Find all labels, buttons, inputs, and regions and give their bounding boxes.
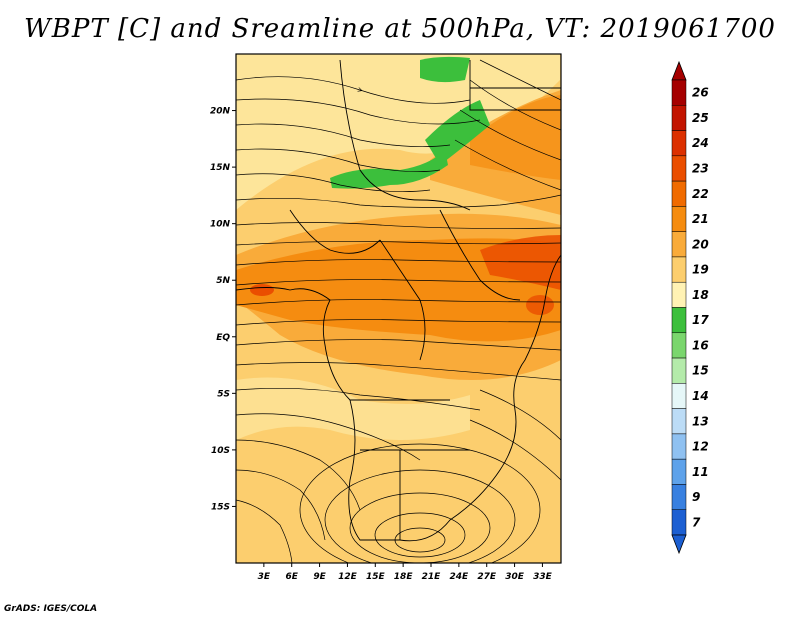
colorbar-swatch <box>671 256 687 283</box>
colorbar-swatch <box>671 206 687 232</box>
colorbar-label: 19 <box>692 263 709 277</box>
lon-tick-label: 24E <box>450 572 470 582</box>
colorbar-label: 17 <box>692 313 709 327</box>
colorbar-swatch <box>671 357 687 384</box>
lon-tick-label: 9E <box>313 572 326 582</box>
colorbar-swatch <box>671 155 687 182</box>
lat-tick-label: EQ <box>216 333 230 343</box>
lon-tick-label: 21E <box>422 572 442 582</box>
lat-tick-label: 5N <box>216 276 230 286</box>
colorbar-label: 26 <box>692 86 709 100</box>
lon-tick-label: 3E <box>258 572 271 582</box>
colorbar-label: 21 <box>692 212 709 226</box>
lon-tick-label: 33E <box>533 572 553 582</box>
colorbar-swatch <box>671 231 687 258</box>
colorbar-label: 20 <box>692 237 709 251</box>
lon-tick-label: 12E <box>338 572 358 582</box>
country-borders <box>236 59 561 542</box>
wbpt-south-light <box>236 377 470 440</box>
colorbar-swatch <box>671 79 687 106</box>
colorbar-swatch <box>671 433 687 460</box>
colorbar-swatch <box>671 130 687 157</box>
footer-credit: GrADS: IGES/COLA <box>4 604 98 614</box>
colorbar-label: 13 <box>692 414 709 428</box>
colorbar-label: 14 <box>692 389 709 403</box>
colorbar-label: 11 <box>692 465 709 479</box>
lat-tick-label: 10S <box>211 446 230 456</box>
wbpt-tropical-core <box>236 238 561 342</box>
wbpt-low-north <box>420 56 470 83</box>
colorbar-label: 25 <box>692 111 709 125</box>
colorbar-label: 22 <box>692 187 709 201</box>
colorbar-label: 7 <box>692 515 701 529</box>
colorbar-label: 12 <box>692 440 709 454</box>
lat-ticks: 20N 15N 10N 5N EQ 5S 10S 15S <box>210 107 236 512</box>
colorbar-swatch <box>671 458 687 485</box>
colorbar-label: 18 <box>692 288 709 302</box>
colorbar-swatch <box>671 281 687 308</box>
wbpt-field <box>236 54 561 563</box>
colorbar-swatch <box>671 180 687 207</box>
colorbar-label: 24 <box>692 136 709 150</box>
colorbar-label: 15 <box>692 364 709 378</box>
map-title: WBPT [C] and Sreamline at 500hPa, VT: 20… <box>24 14 776 44</box>
lon-tick-label: 15E <box>366 572 386 582</box>
lon-tick-label: 6E <box>286 572 299 582</box>
lat-tick-label: 10N <box>210 220 231 230</box>
colorbar-swatch <box>671 484 687 510</box>
colorbar-swatch <box>671 105 687 131</box>
wbpt-low-center <box>425 100 490 165</box>
wbpt-hotspot-east <box>480 235 561 290</box>
colorbar-swatch <box>671 408 687 435</box>
colorbar-top-arrow <box>671 60 687 81</box>
map-frame <box>235 53 562 564</box>
colorbar-swatch <box>671 307 687 334</box>
wbpt-low-west <box>330 150 448 189</box>
colorbar-swatch <box>671 509 687 536</box>
streamlines <box>236 59 561 563</box>
lat-tick-label: 15N <box>210 163 231 173</box>
colorbar-bottom-arrow <box>671 534 687 555</box>
lon-tick-label: 30E <box>505 572 525 582</box>
lon-tick-label: 18E <box>394 572 414 582</box>
lon-tick-label: 27E <box>477 572 497 582</box>
wbpt-hotspot-west <box>250 284 274 296</box>
wbpt-hotspot-lakes <box>526 295 554 315</box>
lat-tick-label: 5S <box>217 389 230 399</box>
colorbar-swatch <box>671 383 687 409</box>
wbpt-ne-core <box>470 95 561 180</box>
colorbar-label: 23 <box>692 161 709 175</box>
lon-ticks: 3E 6E 9E 12E 15E 18E 21E 24E 27E 30E 33E <box>258 563 553 582</box>
lat-tick-label: 15S <box>211 502 230 512</box>
colorbar-label: 16 <box>692 338 709 352</box>
colorbar: 26 25 24 23 22 21 20 19 18 17 16 15 14 13 12 11 9 7 <box>671 60 709 555</box>
colorbar-swatch <box>671 332 687 359</box>
lat-tick-label: 20N <box>210 107 231 117</box>
colorbar-label: 9 <box>692 490 700 504</box>
wbpt-north-light <box>236 54 560 210</box>
